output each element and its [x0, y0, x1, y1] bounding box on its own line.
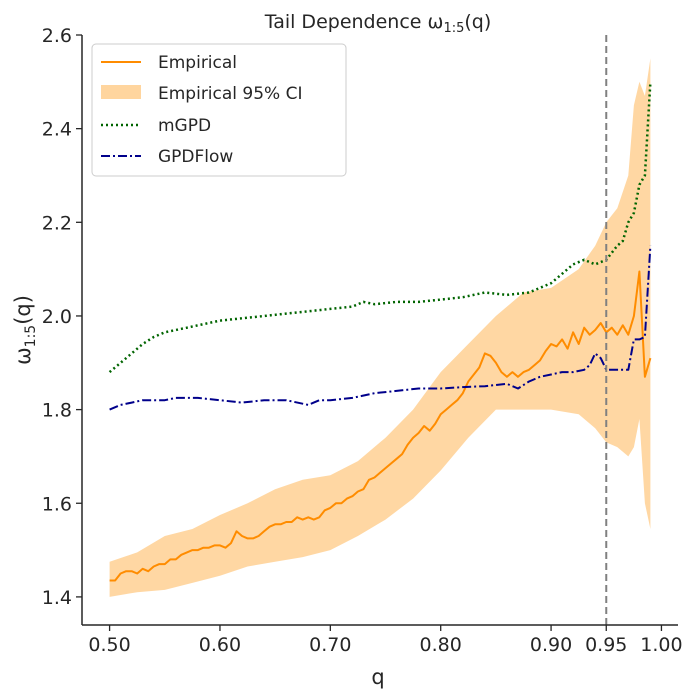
- legend-swatch-ci: [101, 85, 141, 99]
- y-tick-label: 2.0: [42, 306, 72, 328]
- x-tick-label: 0.80: [420, 634, 462, 656]
- y-tick-label: 2.2: [42, 212, 72, 234]
- y-tick-label: 1.8: [42, 400, 72, 422]
- series-empirical-line: [109, 270, 652, 582]
- plot-area: [108, 58, 652, 597]
- y-tick-label: 1.4: [42, 587, 72, 609]
- x-tick-label: 0.95: [585, 634, 627, 656]
- x-tick-label: 0.50: [88, 634, 130, 656]
- legend: Empirical Empirical 95% CI mGPD GPDFlow: [91, 43, 347, 177]
- legend-label-empirical: Empirical: [158, 53, 237, 73]
- series-gpdflow-line: [109, 245, 652, 411]
- x-axis-label: q: [371, 665, 384, 689]
- y-tick-label: 2.4: [42, 119, 72, 141]
- legend-label-gpdflow: GPDFlow: [158, 147, 233, 167]
- y-tick-label: 1.6: [42, 493, 72, 515]
- legend-label-ci: Empirical 95% CI: [158, 84, 303, 104]
- x-tick-label: 0.60: [199, 634, 241, 656]
- x-tick-label: 0.90: [530, 634, 572, 656]
- y-axis-label: ω1:5(q): [11, 295, 39, 365]
- x-tick-label: 0.70: [309, 634, 351, 656]
- series-empirical-95-ci-band: [109, 58, 651, 597]
- y-tick-label: 2.6: [42, 25, 72, 47]
- chart-title: Tail Dependence ω1:5(q): [264, 11, 492, 36]
- legend-frame: [91, 43, 347, 177]
- legend-label-mgpd: mGPD: [158, 116, 211, 136]
- x-tick-label: 1.00: [640, 634, 682, 656]
- axes: 0.50 0.60 0.70 0.80 0.90 0.95 1.00 1.4 1.6 1.8 2.0…: [42, 25, 683, 656]
